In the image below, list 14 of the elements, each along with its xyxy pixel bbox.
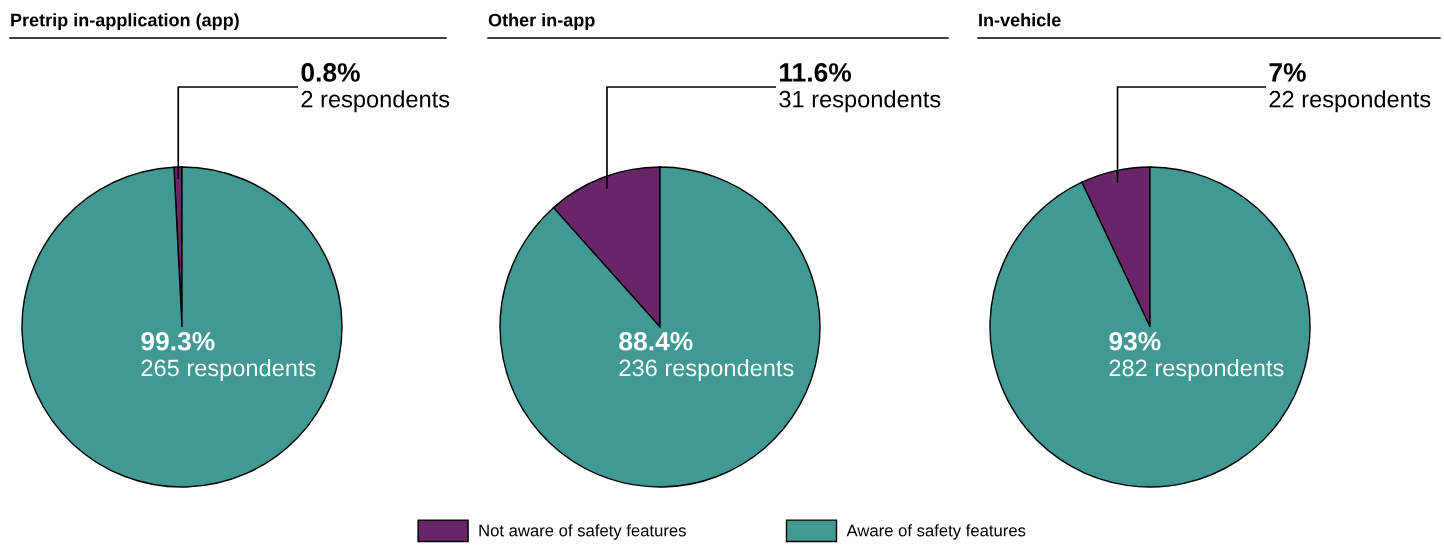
- pie-slice: [21, 166, 343, 488]
- chart-title: In-vehicle: [979, 13, 1061, 27]
- pie-slice: [499, 166, 821, 488]
- data-label: 99.3% 265 respondents: [141, 331, 316, 382]
- data-label: 11.6% 31 respondents: [779, 63, 941, 113]
- data-label: 7% 22 respondents: [1269, 63, 1431, 113]
- data-label: 93% 282 respondents: [1109, 331, 1284, 382]
- chart-title: Other in-app: [488, 13, 595, 30]
- pie-slice: [989, 166, 1311, 488]
- chart-title: Pretrip in-application (app): [11, 13, 239, 30]
- legend-label: Not aware of safety features: [479, 524, 686, 540]
- data-label: 88.4% 236 respondents: [619, 331, 794, 382]
- data-label: 0.8% 2 respondents: [301, 63, 450, 113]
- legend-label: Aware of safety features: [846, 524, 1026, 540]
